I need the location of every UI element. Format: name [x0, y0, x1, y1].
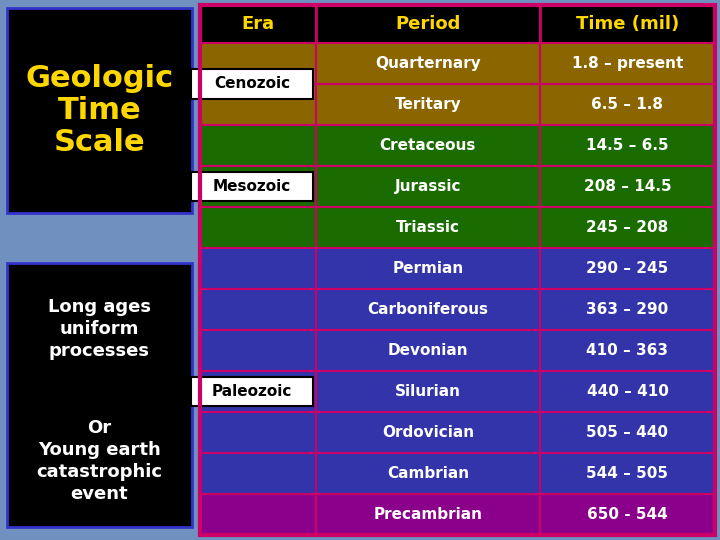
Bar: [540, 125, 715, 166]
Bar: [316, 5, 540, 43]
Text: Permian: Permian: [392, 261, 464, 276]
Text: Or
Young earth
catastrophic
event: Or Young earth catastrophic event: [37, 418, 163, 503]
Bar: [316, 43, 540, 84]
Bar: [192, 377, 313, 406]
Bar: [192, 69, 313, 99]
Text: Triassic: Triassic: [396, 220, 460, 235]
Text: Cretaceous: Cretaceous: [379, 138, 476, 153]
Bar: [200, 207, 316, 248]
Bar: [7, 263, 192, 527]
Text: 544 – 505: 544 – 505: [587, 466, 668, 481]
Bar: [540, 166, 715, 207]
Bar: [200, 5, 715, 535]
Text: Long ages
uniform
processes: Long ages uniform processes: [48, 298, 151, 360]
Bar: [7, 8, 192, 213]
Text: 363 – 290: 363 – 290: [586, 302, 669, 317]
Bar: [316, 412, 540, 453]
Bar: [200, 371, 316, 412]
Text: Silurian: Silurian: [395, 384, 461, 399]
Bar: [540, 412, 715, 453]
Bar: [200, 84, 316, 125]
Bar: [540, 43, 715, 84]
Bar: [540, 330, 715, 371]
Bar: [200, 166, 316, 207]
Bar: [316, 453, 540, 494]
Bar: [200, 453, 316, 494]
Text: Paleozoic: Paleozoic: [212, 384, 292, 399]
Bar: [316, 125, 540, 166]
Bar: [540, 494, 715, 535]
Text: 245 – 208: 245 – 208: [586, 220, 669, 235]
Bar: [200, 248, 316, 289]
Text: Geologic
Time
Scale: Geologic Time Scale: [25, 64, 174, 158]
Text: Carboniferous: Carboniferous: [367, 302, 488, 317]
Text: 6.5 – 1.8: 6.5 – 1.8: [591, 97, 663, 112]
Text: Jurassic: Jurassic: [395, 179, 461, 194]
Text: Mesozoic: Mesozoic: [213, 179, 292, 194]
Bar: [316, 207, 540, 248]
Bar: [540, 453, 715, 494]
Text: 650 - 544: 650 - 544: [587, 507, 668, 522]
Text: Devonian: Devonian: [387, 343, 468, 358]
Text: 505 – 440: 505 – 440: [587, 425, 668, 440]
Text: Cambrian: Cambrian: [387, 466, 469, 481]
Bar: [200, 330, 316, 371]
Bar: [192, 172, 313, 201]
Text: Teritary: Teritary: [395, 97, 462, 112]
Text: Era: Era: [241, 15, 274, 33]
Text: 290 – 245: 290 – 245: [586, 261, 669, 276]
Bar: [540, 5, 715, 43]
Bar: [540, 207, 715, 248]
Bar: [200, 43, 316, 84]
Text: 14.5 – 6.5: 14.5 – 6.5: [586, 138, 669, 153]
Bar: [316, 289, 540, 330]
Bar: [540, 248, 715, 289]
Bar: [540, 84, 715, 125]
Text: Ordovician: Ordovician: [382, 425, 474, 440]
Bar: [316, 371, 540, 412]
Text: Quarternary: Quarternary: [375, 56, 481, 71]
Bar: [316, 166, 540, 207]
Text: Period: Period: [395, 15, 461, 33]
Bar: [316, 84, 540, 125]
Text: 1.8 – present: 1.8 – present: [572, 56, 683, 71]
Bar: [540, 371, 715, 412]
Text: Precambrian: Precambrian: [374, 507, 482, 522]
Text: 440 – 410: 440 – 410: [587, 384, 668, 399]
Text: Time (mil): Time (mil): [576, 15, 679, 33]
Bar: [200, 5, 316, 43]
Bar: [200, 412, 316, 453]
Bar: [316, 494, 540, 535]
Text: Cenozoic: Cenozoic: [214, 77, 290, 91]
Bar: [200, 289, 316, 330]
Text: 208 – 14.5: 208 – 14.5: [584, 179, 671, 194]
Bar: [540, 289, 715, 330]
Text: 410 – 363: 410 – 363: [587, 343, 668, 358]
Bar: [200, 494, 316, 535]
Bar: [316, 248, 540, 289]
Bar: [200, 125, 316, 166]
Bar: [316, 330, 540, 371]
